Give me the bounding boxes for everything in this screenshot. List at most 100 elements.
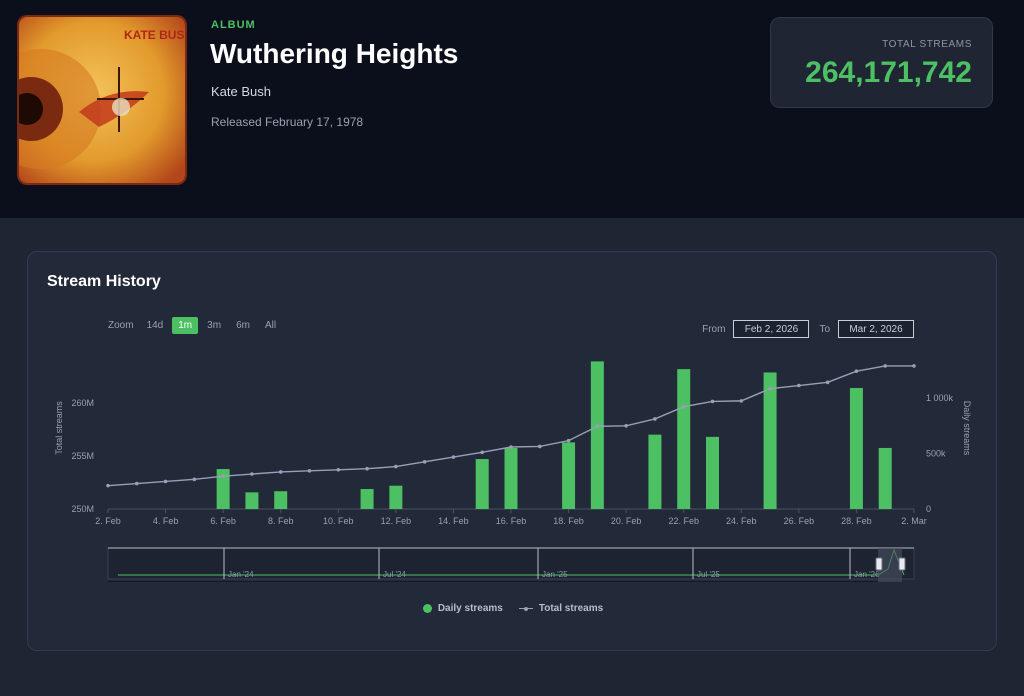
date-range-selector: From To — [702, 320, 914, 338]
total-streams-point[interactable] — [480, 450, 485, 455]
daily-streams-bar[interactable] — [475, 459, 489, 509]
total-streams-point[interactable] — [624, 423, 628, 428]
daily-streams-bar[interactable] — [360, 489, 374, 509]
total-streams-point[interactable] — [221, 474, 225, 478]
x-tick-label: 26. Feb — [784, 516, 815, 526]
daily-streams-bar[interactable] — [590, 361, 604, 509]
navigator-scrollbar-track[interactable] — [108, 581, 878, 582]
daily-streams-bar[interactable] — [504, 447, 518, 509]
from-date-input[interactable] — [733, 320, 810, 338]
x-tick-label: 14. Feb — [438, 516, 469, 526]
total-streams-point[interactable] — [307, 469, 312, 473]
daily-streams-bar[interactable] — [878, 447, 892, 509]
total-streams-point[interactable] — [768, 386, 772, 391]
total-streams-point[interactable] — [595, 424, 600, 429]
navigator-tick-label: Jan '24 — [228, 570, 254, 579]
total-streams-point[interactable] — [422, 460, 427, 464]
total-streams-point[interactable] — [566, 438, 571, 443]
stream-history-panel: Stream History Zoom 14d 1m 3m 6m All From To… — [27, 251, 997, 651]
album-release-date: Released February 17, 1978 — [211, 115, 364, 129]
x-tick-label: 2. Feb — [95, 516, 121, 526]
daily-streams-bar[interactable] — [648, 434, 662, 509]
y-left-tick-label: 255M — [71, 451, 94, 461]
x-tick-label: 24. Feb — [726, 516, 757, 526]
legend-item-daily[interactable]: Daily streams — [422, 603, 503, 614]
total-streams-point[interactable] — [394, 464, 398, 469]
y-right-axis-title: Daily streams — [962, 401, 972, 456]
navigator-right-handle[interactable] — [898, 557, 906, 571]
total-streams-point[interactable] — [797, 383, 801, 388]
navigator-tick-label: Jan '25 — [542, 570, 568, 579]
zoom-button-All[interactable]: All — [264, 320, 277, 331]
zoom-button-14d[interactable]: 14d — [146, 320, 164, 331]
legend-line-icon — [518, 606, 533, 611]
daily-streams-bar[interactable] — [216, 469, 230, 509]
total-streams-point[interactable] — [451, 455, 456, 459]
legend-dot-icon — [422, 604, 432, 613]
y-right-tick-label: 1 000k — [926, 393, 954, 403]
daily-streams-bar[interactable] — [763, 372, 777, 509]
from-label: From — [702, 323, 726, 335]
to-date-input[interactable] — [838, 320, 914, 338]
total-streams-card: TOTAL STREAMS 264,171,742 — [770, 17, 993, 108]
total-streams-point[interactable] — [883, 364, 888, 368]
total-streams-point[interactable] — [336, 467, 341, 472]
total-streams-point[interactable] — [537, 444, 542, 449]
total-streams-point[interactable] — [912, 364, 916, 368]
total-streams-point[interactable] — [250, 472, 254, 476]
total-streams-point[interactable] — [681, 404, 686, 409]
zoom-buttons: 14d 1m 3m 6m All — [141, 317, 286, 334]
daily-streams-bar[interactable] — [274, 491, 288, 509]
navigator-frame[interactable] — [107, 547, 915, 580]
y-left-tick-label: 250M — [71, 504, 94, 514]
album-cover-art: KATE BUSH — [19, 17, 185, 183]
total-streams-point[interactable] — [192, 477, 197, 482]
album-cover: KATE BUSH — [19, 17, 185, 183]
x-tick-label: 2. Mar — [901, 516, 927, 526]
x-tick-label: 4. Feb — [153, 516, 179, 526]
x-tick-label: 10. Feb — [323, 516, 354, 526]
total-streams-point[interactable] — [134, 481, 139, 486]
panel-title: Stream History — [47, 273, 161, 290]
album-artist[interactable]: Kate Bush — [211, 84, 271, 99]
x-tick-label: 20. Feb — [611, 516, 642, 526]
album-title: Wuthering Heights — [210, 38, 459, 69]
total-streams-label: TOTAL STREAMS — [882, 39, 972, 50]
x-tick-label: 22. Feb — [668, 516, 699, 526]
daily-streams-bar[interactable] — [562, 442, 576, 509]
x-tick-label: 8. Feb — [268, 516, 294, 526]
daily-streams-bar[interactable] — [245, 492, 259, 509]
total-streams-point[interactable] — [825, 380, 830, 385]
total-streams-point[interactable] — [278, 470, 283, 474]
navigator-left-handle[interactable] — [875, 557, 883, 571]
chart-legend: Daily streams Total streams — [28, 603, 998, 614]
total-streams-point[interactable] — [653, 417, 657, 421]
y-right-tick-label: 0 — [926, 504, 931, 514]
y-right-tick-label: 500k — [926, 449, 946, 459]
album-header: KATE BUSH ALBUM Wuthering Heights Kate B… — [0, 0, 1024, 218]
legend-item-total[interactable]: Total streams — [518, 603, 603, 614]
daily-streams-bar[interactable] — [706, 436, 719, 509]
total-streams-point[interactable] — [710, 399, 715, 404]
navigator-tick-label: Jul '24 — [383, 570, 406, 579]
x-tick-label: 12. Feb — [381, 516, 412, 526]
daily-streams-bar[interactable] — [849, 388, 863, 509]
y-left-tick-label: 260M — [71, 398, 94, 408]
total-streams-point[interactable] — [854, 369, 859, 373]
zoom-button-3m[interactable]: 3m — [207, 320, 222, 331]
total-streams-point[interactable] — [106, 483, 110, 488]
zoom-button-1m[interactable]: 1m — [172, 317, 199, 334]
navigator-tick-label: Jan '26 — [854, 570, 880, 579]
album-kind-label: ALBUM — [211, 19, 256, 31]
zoom-controls: Zoom 14d 1m 3m 6m All — [108, 317, 286, 334]
daily-streams-bar[interactable] — [389, 485, 403, 509]
total-streams-point[interactable] — [739, 399, 744, 403]
daily-streams-bar[interactable] — [677, 369, 691, 509]
total-streams-point[interactable] — [365, 466, 369, 471]
x-tick-label: 6. Feb — [210, 516, 236, 526]
total-streams-point[interactable] — [509, 445, 513, 449]
zoom-button-6m[interactable]: 6m — [236, 320, 250, 331]
total-streams-point[interactable] — [163, 479, 168, 484]
cover-lettering: KATE BUSH — [124, 28, 185, 42]
total-streams-value: 264,171,742 — [805, 56, 972, 89]
